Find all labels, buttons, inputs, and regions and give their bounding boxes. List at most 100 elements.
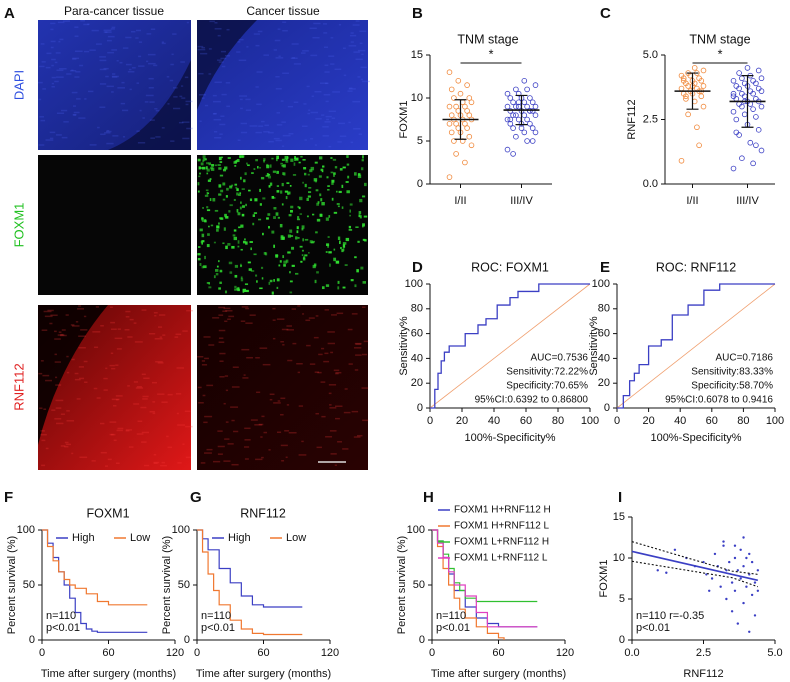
speckle xyxy=(206,168,210,172)
x-tick-label: 100 xyxy=(766,415,784,427)
speckle xyxy=(300,260,303,263)
texture xyxy=(307,112,311,115)
texture xyxy=(103,31,112,33)
texture xyxy=(103,389,108,391)
speckle xyxy=(304,254,308,257)
speckle xyxy=(333,248,336,251)
texture xyxy=(334,405,343,407)
texture xyxy=(355,354,362,356)
speckle xyxy=(229,186,233,189)
texture xyxy=(55,422,64,425)
speckle xyxy=(283,260,287,264)
texture xyxy=(358,133,363,135)
survival-curve xyxy=(42,529,148,606)
speckle xyxy=(207,179,211,182)
speckle xyxy=(295,236,298,240)
point xyxy=(708,589,711,592)
y-tick-label: 0 xyxy=(419,634,425,646)
point xyxy=(753,614,757,617)
texture xyxy=(219,360,224,362)
speckle xyxy=(224,290,228,294)
point xyxy=(748,552,751,556)
texture xyxy=(125,430,130,432)
y-tick-label: 0 xyxy=(619,634,625,646)
texture xyxy=(258,423,264,426)
texture xyxy=(117,427,124,430)
texture xyxy=(245,109,252,111)
texture xyxy=(269,398,273,401)
texture xyxy=(297,305,301,307)
speckle xyxy=(219,174,224,177)
texture xyxy=(201,97,205,99)
point xyxy=(719,585,722,588)
dot xyxy=(683,93,689,100)
texture xyxy=(109,364,115,367)
y-tick-label: 5 xyxy=(417,135,423,147)
speckle xyxy=(354,256,357,259)
point xyxy=(722,544,725,547)
texture xyxy=(155,361,163,363)
texture xyxy=(148,62,156,65)
texture xyxy=(232,366,239,368)
texture xyxy=(71,325,80,327)
speckle xyxy=(341,184,344,188)
texture xyxy=(272,337,276,340)
speckle xyxy=(276,278,280,282)
speckle xyxy=(201,265,204,269)
texture xyxy=(60,445,66,447)
dot xyxy=(459,138,466,144)
dot xyxy=(527,108,533,114)
speckle xyxy=(344,264,348,266)
speckle xyxy=(284,190,289,193)
speckle xyxy=(289,291,293,294)
texture xyxy=(302,313,305,315)
texture xyxy=(110,328,117,330)
texture xyxy=(258,125,264,127)
dot xyxy=(733,96,740,102)
texture xyxy=(219,133,223,135)
y-axis-label: FOXM1 xyxy=(598,560,610,598)
texture xyxy=(328,392,332,395)
texture xyxy=(72,113,77,116)
x-tick-label: 60 xyxy=(257,647,269,659)
texture xyxy=(120,102,126,105)
texture xyxy=(268,140,274,143)
speckle xyxy=(256,280,258,283)
texture xyxy=(355,20,360,22)
speckle xyxy=(209,178,212,181)
dot xyxy=(513,103,519,110)
texture xyxy=(100,451,107,454)
texture xyxy=(277,400,281,402)
texture xyxy=(71,358,75,361)
texture xyxy=(351,313,358,315)
speckle xyxy=(215,272,219,276)
confidence-band xyxy=(631,560,759,588)
y-tick-label: 0.0 xyxy=(643,178,658,190)
texture xyxy=(282,145,285,147)
y-tick-label: 40 xyxy=(598,352,610,364)
texture xyxy=(287,359,293,362)
texture xyxy=(297,371,301,374)
texture xyxy=(203,452,212,454)
x-tick-label: 0 xyxy=(39,647,45,659)
texture xyxy=(185,425,193,428)
speckle xyxy=(339,168,343,171)
texture xyxy=(111,75,119,78)
texture xyxy=(274,39,281,42)
texture xyxy=(332,91,340,93)
texture xyxy=(261,456,264,459)
texture xyxy=(343,74,347,77)
texture xyxy=(49,137,54,140)
dot xyxy=(736,70,742,76)
speckle xyxy=(298,206,301,210)
texture xyxy=(127,71,135,73)
y-axis-label: Sensitivity% xyxy=(398,316,410,376)
texture xyxy=(212,94,217,97)
column-header: Para-cancer tissue xyxy=(64,4,164,18)
texture xyxy=(308,317,315,319)
y-tick-label: 0 xyxy=(29,634,35,646)
y-tick-label: 10 xyxy=(411,92,423,104)
speckle xyxy=(307,173,310,176)
texture xyxy=(105,465,108,467)
speckle xyxy=(276,155,279,160)
